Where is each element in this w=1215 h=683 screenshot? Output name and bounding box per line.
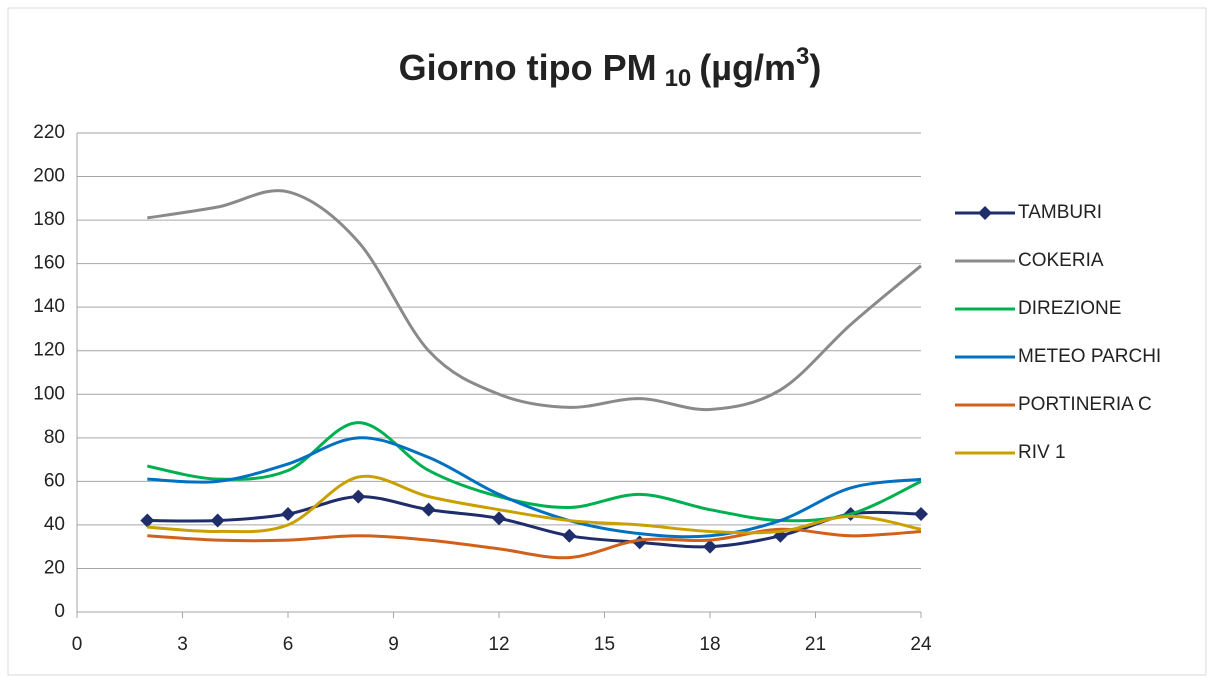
x-tick-label: 6 — [283, 634, 294, 655]
legend-label: METEO PARCHI — [1018, 346, 1161, 367]
y-tick-label: 140 — [33, 296, 65, 317]
title-main: Giorno tipo PM — [399, 47, 657, 88]
x-tick-label: 0 — [72, 634, 83, 655]
y-tick-label: 220 — [33, 122, 65, 143]
y-tick-label: 180 — [33, 209, 65, 230]
x-tick-label: 18 — [699, 634, 720, 655]
y-tick-label: 100 — [33, 383, 65, 404]
y-tick-label: 120 — [33, 340, 65, 361]
x-tick-label: 9 — [388, 634, 399, 655]
series-line — [147, 436, 922, 539]
legend-label: TAMBURI — [1018, 202, 1102, 223]
x-tick-label: 24 — [910, 634, 932, 655]
data-point — [140, 513, 155, 528]
data-point — [281, 507, 295, 522]
legend-label: RIV 1 — [1018, 442, 1066, 463]
data-point — [351, 489, 366, 504]
x-tick-label: 15 — [594, 634, 615, 655]
series-line — [147, 474, 922, 535]
title-unit: (µg/m — [699, 47, 796, 88]
y-tick-label: 80 — [44, 427, 65, 448]
y-tick-label: 0 — [54, 601, 65, 622]
data-point — [914, 507, 928, 522]
legend-label: COKERIA — [1018, 250, 1104, 271]
title-subscript: 10 — [665, 65, 692, 92]
y-tick-label: 200 — [33, 166, 65, 187]
y-tick-label: 20 — [44, 557, 65, 578]
y-tick-label: 160 — [33, 253, 65, 274]
title-close: ) — [809, 47, 821, 88]
legend-marker — [978, 206, 992, 220]
chart-border — [7, 7, 1207, 676]
x-tick-label: 12 — [488, 634, 509, 655]
data-point — [703, 539, 717, 554]
data-point — [210, 513, 225, 528]
y-tick-label: 60 — [44, 470, 65, 491]
y-tick-label: 40 — [44, 514, 65, 535]
data-point — [492, 511, 506, 526]
data-point — [421, 502, 436, 517]
data-point — [562, 528, 577, 543]
legend-label: DIREZIONE — [1018, 298, 1121, 319]
series-line — [147, 189, 922, 412]
chart-title: Giorno tipo PM 10 (µg/m3) — [399, 43, 822, 92]
series-line — [147, 495, 922, 549]
legend-label: PORTINERIA C — [1018, 394, 1152, 415]
x-tick-label: 21 — [805, 634, 826, 655]
title-superscript: 3 — [796, 43, 809, 70]
x-tick-label: 3 — [177, 634, 188, 655]
